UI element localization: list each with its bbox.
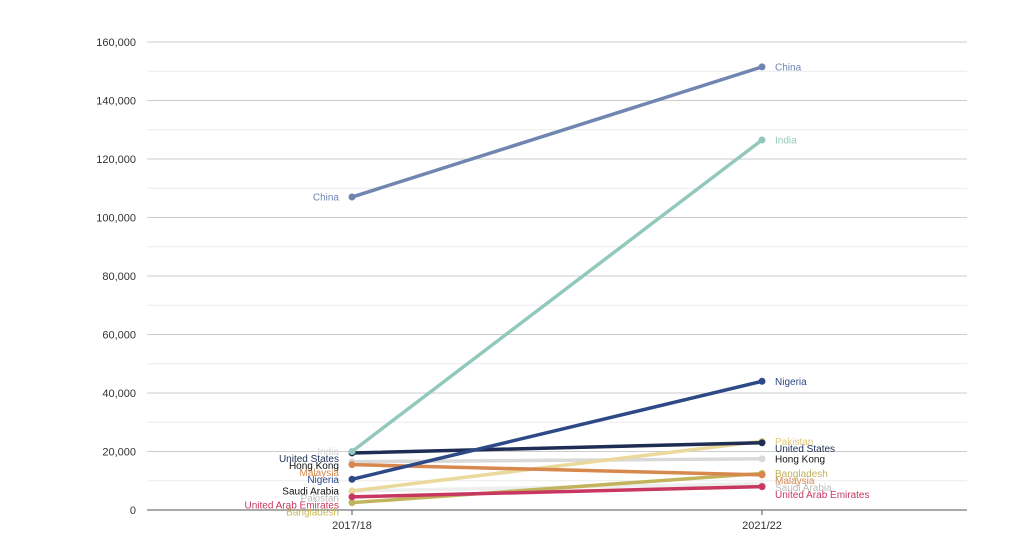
series-line-malaysia — [350, 462, 764, 477]
data-point-pakistan — [348, 487, 356, 495]
start-label-united-states: United States — [279, 454, 339, 465]
y-tick-label: 60,000 — [102, 330, 136, 342]
data-point-united-arab-emirates — [758, 483, 766, 491]
start-label-hong-kong: Hong Kong — [289, 461, 339, 472]
series-line-united-states — [350, 440, 764, 455]
grid — [147, 41, 967, 482]
end-label-malaysia: Malaysia — [775, 476, 815, 487]
start-label-pakistan: Pakistan — [301, 493, 339, 504]
series-india — [348, 136, 766, 455]
series-line-china — [350, 65, 764, 199]
y-axis: 0 20,000 40,000 60,000 80,000 100,000 120,000 1… — [96, 37, 136, 517]
series-lines — [348, 63, 766, 507]
data-point-malaysia — [348, 461, 356, 469]
x-axis: 2017/18 2021/22 — [147, 509, 967, 532]
data-point-nigeria — [758, 377, 766, 385]
start-label-malaysia: Malaysia — [300, 468, 340, 479]
end-label-india: India — [775, 135, 797, 146]
y-tick-label: 40,000 — [102, 388, 136, 400]
series-line-hong-kong — [350, 457, 764, 464]
start-label-india: India — [317, 447, 339, 458]
series-china — [348, 63, 766, 201]
end-label-bangladesh: Bangladesh — [775, 469, 828, 480]
end-label-united-states: United States — [775, 444, 835, 455]
end-label-nigeria: Nigeria — [775, 377, 807, 388]
end-label-pakistan: Pakistan — [775, 437, 813, 448]
data-point-china — [758, 63, 766, 71]
y-tick-label: 100,000 — [96, 213, 136, 225]
series-malaysia — [348, 461, 766, 479]
data-point-nigeria — [348, 475, 356, 483]
end-label-hong-kong: Hong Kong — [775, 454, 825, 465]
y-tick-label: 120,000 — [96, 154, 136, 166]
series-line-united-arab-emirates — [350, 484, 764, 499]
data-point-bangladesh — [348, 499, 356, 507]
data-point-china — [348, 193, 356, 201]
x-tick-label: 2021/22 — [742, 520, 782, 532]
series-nigeria — [348, 377, 766, 483]
end-label-china: China — [775, 62, 802, 73]
y-tick-label: 80,000 — [102, 271, 136, 283]
data-point-india — [758, 136, 766, 144]
series-line-india — [350, 138, 764, 454]
y-tick-label: 20,000 — [102, 447, 136, 459]
start-label-united-arab-emirates: United Arab Emirates — [245, 500, 340, 511]
data-point-india — [348, 448, 356, 455]
series-line-bangladesh — [350, 471, 764, 505]
series-line-pakistan — [350, 439, 764, 493]
series-line-nigeria — [350, 379, 764, 482]
start-label-nigeria: Nigeria — [307, 475, 339, 486]
y-tick-label: 0 — [130, 505, 136, 517]
end-label-saudi-arabia: Saudi Arabia — [775, 483, 832, 494]
data-point-malaysia — [758, 471, 766, 479]
start-label-china: China — [313, 193, 340, 204]
end-label-united-arab-emirates: United Arab Emirates — [775, 490, 870, 501]
start-label-bangladesh: Bangladesh — [286, 507, 339, 518]
data-point-hong-kong — [758, 455, 766, 463]
start-label-saudi-arabia: Saudi Arabia — [282, 486, 339, 497]
x-tick-label: 2017/18 — [332, 520, 372, 532]
series-united-arab-emirates — [348, 483, 766, 501]
y-tick-label: 160,000 — [96, 37, 136, 49]
y-tick-label: 140,000 — [96, 96, 136, 108]
data-point-united-arab-emirates — [348, 493, 356, 501]
data-point-united-states — [758, 439, 766, 447]
